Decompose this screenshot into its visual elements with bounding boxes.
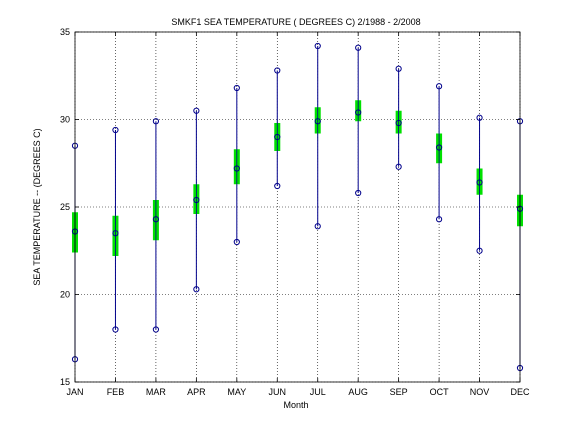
min-marker — [112, 326, 119, 333]
box-group-aug — [355, 44, 362, 197]
ticks: 15 20 25 30 35 JAN FEB MAR APR MAY JUN JUL AUG SEP OCT… — [60, 27, 530, 397]
box-group-mar — [152, 118, 160, 333]
min-marker — [152, 326, 160, 333]
x-tick-label: JUL — [310, 387, 326, 397]
max-marker — [193, 107, 200, 114]
x-tick-label: FEB — [107, 387, 125, 397]
mean-marker — [435, 144, 443, 151]
x-tick-label: NOV — [470, 387, 490, 397]
x-tick-label: APR — [187, 387, 206, 397]
box-group-apr — [193, 107, 200, 293]
x-tick-label: JAN — [66, 387, 83, 397]
max-marker — [152, 118, 160, 125]
x-tick-label: MAY — [227, 387, 246, 397]
box-group-jul — [314, 42, 321, 230]
mean-marker — [476, 179, 483, 186]
max-marker — [274, 67, 281, 74]
min-marker — [314, 223, 321, 230]
mean-marker — [193, 196, 200, 204]
box-group-jun — [274, 67, 281, 190]
box-group-feb — [112, 126, 119, 333]
min-marker — [435, 216, 443, 223]
y-axis-label: SEA TEMPERATURE -- (DEGREES C) — [32, 128, 42, 285]
mean-marker — [233, 165, 240, 172]
max-marker — [112, 126, 119, 134]
mean-marker — [314, 118, 321, 125]
x-axis-label: Month — [283, 400, 308, 410]
x-tick-label: AUG — [348, 387, 368, 397]
max-marker — [355, 44, 362, 51]
max-marker — [314, 42, 321, 50]
mean-marker — [152, 216, 160, 223]
max-marker — [435, 83, 443, 90]
min-marker — [395, 163, 402, 170]
box-group-may — [233, 84, 240, 246]
mean-marker — [112, 230, 119, 237]
box-group-sep — [395, 65, 402, 170]
max-marker — [476, 114, 483, 121]
box-group-oct — [435, 83, 443, 223]
min-marker — [193, 286, 200, 293]
min-marker — [355, 189, 362, 197]
min-marker — [274, 182, 281, 190]
x-tick-label: OCT — [430, 387, 450, 397]
x-tick-label: DEC — [510, 387, 530, 397]
mean-marker — [274, 133, 281, 141]
box-group-nov — [476, 114, 483, 254]
y-tick-label: 35 — [60, 27, 70, 37]
y-tick-label: 15 — [60, 377, 70, 387]
x-tick-label: JUN — [269, 387, 287, 397]
mean-marker — [355, 109, 362, 116]
y-tick-label: 25 — [60, 202, 70, 212]
chart-title: SMKF1 SEA TEMPERATURE ( DEGREES C) 2/198… — [171, 17, 420, 27]
max-marker — [233, 84, 240, 92]
min-marker — [233, 238, 240, 246]
x-tick-label: SEP — [390, 387, 408, 397]
min-marker — [476, 247, 483, 254]
mean-marker — [395, 119, 402, 127]
y-tick-label: 30 — [60, 115, 70, 125]
y-tick-label: 20 — [60, 290, 70, 300]
max-marker — [395, 65, 402, 72]
x-tick-label: MAR — [146, 387, 167, 397]
